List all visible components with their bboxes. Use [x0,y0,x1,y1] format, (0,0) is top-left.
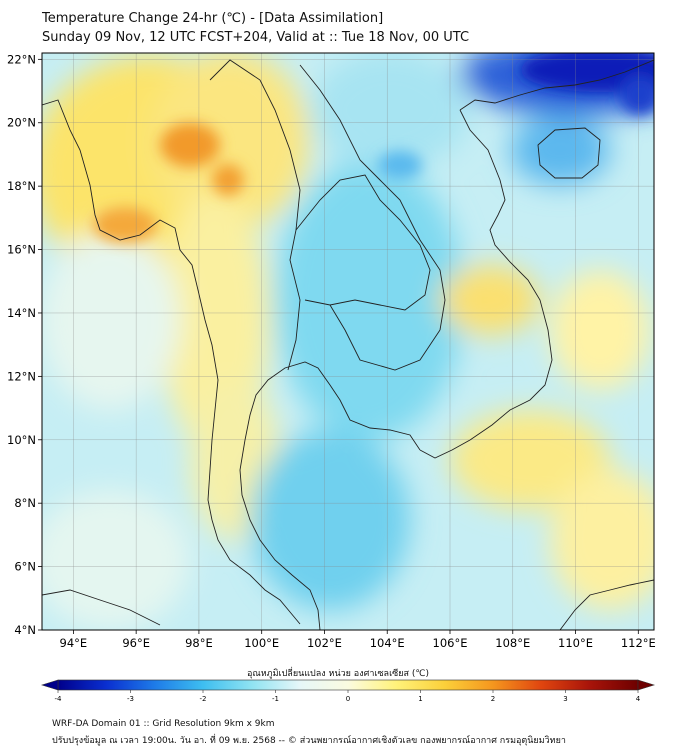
coast-china-south [459,59,654,111]
lat-label: 22°N [7,52,36,66]
colorbar-tick-label: 1 [418,695,422,703]
lat-label: 12°N [7,369,36,383]
colorbar-tick-label: 3 [563,695,567,703]
lat-label: 14°N [7,306,36,320]
colorbar-gradient [57,679,639,691]
colorbar-label: อุณหภูมิเปลี่ยนแปลง หน่วย องศาเซลเซียส (… [246,669,430,679]
coast-borneo [559,579,654,630]
map-frame [41,52,655,631]
footer-line-2: ปรับปรุงข้อมูล ณ เวลา 19:00น. วัน อา. ที… [52,736,566,746]
coast-vietnam [419,109,553,459]
colorbar-tick-label: -2 [200,695,207,703]
colorbar-min-arrow [40,679,59,691]
lat-label: 6°N [14,560,36,574]
lon-label: 110°E [558,636,593,650]
coastlines [42,59,654,630]
border-thai-laos [295,174,431,311]
colorbar: -4 -3 -2 -1 0 1 2 3 4 [40,679,656,703]
lon-label: 112°E [621,636,656,650]
colorbar-tick-label: 4 [636,695,641,703]
border-cambodia [329,304,441,371]
colorbar-tick-label: -3 [127,695,134,703]
temperature-field [42,53,654,630]
colorbar-tick-label: -1 [272,695,279,703]
lon-label: 106°E [433,636,468,650]
lon-label: 98°E [185,636,213,650]
lat-label: 8°N [14,496,36,510]
lon-label: 100°E [244,636,279,650]
coast-myanmar-india [42,99,219,521]
colorbar-tick-label: 0 [346,695,350,703]
lon-label: 104°E [370,636,405,650]
lat-label: 10°N [7,433,36,447]
lat-label: 18°N [7,179,36,193]
colorbar-tick-label: -4 [55,695,63,703]
title-line-2: Sunday 09 Nov, 12 UTC FCST+204, Valid at… [42,30,470,45]
lat-label: 4°N [14,623,36,637]
coast-peninsula-east [239,361,421,630]
lon-label: 108°E [495,636,530,650]
coast-hainan [537,127,601,179]
lon-label: 102°E [307,636,342,650]
lon-label: 96°E [122,636,150,650]
border-laos-vietnam [299,64,446,331]
coast-thai-gulf [211,519,301,625]
colorbar-max-arrow [637,679,656,691]
footer-line-1: WRF-DA Domain 01 :: Grid Resolution 9km … [52,719,275,729]
colorbar-tick-label: 2 [491,695,495,703]
title-line-1: Temperature Change 24-hr (℃) - [Data Ass… [42,11,384,26]
lat-label: 20°N [7,116,36,130]
lat-label: 16°N [7,243,36,257]
coast-sumatra [42,589,161,626]
graticule: 22°N 20°N 18°N 16°N 14°N 12°N 10°N 8°N 6°N 4°N 94°… [7,52,656,650]
border-myanmar-thai [209,59,301,371]
lon-label: 94°E [60,636,88,650]
